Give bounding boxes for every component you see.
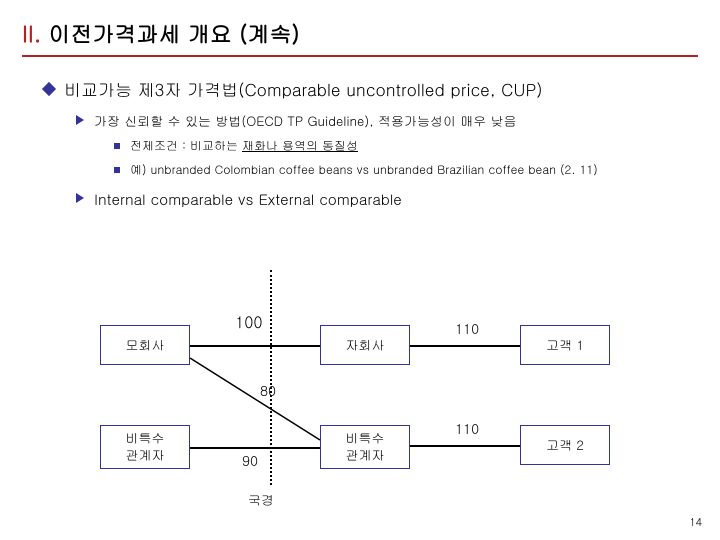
- page-number: 14: [689, 515, 702, 530]
- sub-1a: 전제조건 : 비교하는 재화나 용역의 동질성: [130, 137, 358, 155]
- edge-sub-cust1: [410, 345, 520, 347]
- edge-label-110b: 110: [455, 418, 479, 438]
- edge-parent-sub: [190, 345, 320, 347]
- slide-title: II. 이전가격과세 개요 (계속): [22, 18, 698, 49]
- bullet-1: 비교가능 제3자 가격법(Comparable uncontrolled pri…: [64, 77, 543, 101]
- box-unrelated-2: 비특수 관계자: [320, 425, 410, 469]
- bullet-square-icon: [114, 167, 120, 173]
- bullet-triangle-icon: [76, 115, 84, 125]
- box-customer-1: 고객 1: [520, 325, 610, 365]
- cup-diagram: 모회사 자회사 고객 1 비특수 관계자 비특수 관계자 고객 2 100 11…: [60, 290, 660, 520]
- edge-label-80: 80: [260, 380, 276, 400]
- box-subsidiary: 자회사: [320, 325, 410, 365]
- sub-1b: 예) unbranded Colombian coffee beans vs u…: [130, 161, 598, 179]
- title-rest: 이전가격과세 개요 (계속): [41, 18, 299, 49]
- edge-label-90: 90: [242, 450, 258, 470]
- edge-label-100: 100: [235, 310, 263, 333]
- sub-1: 가장 신뢰할 수 있는 방법(OECD TP Guideline), 적용가능성…: [94, 111, 517, 131]
- title-roman: II.: [22, 18, 41, 49]
- box-parent: 모회사: [100, 325, 190, 365]
- sub-2: Internal comparable vs External comparab…: [94, 189, 402, 212]
- border-dashed-line: [270, 270, 272, 485]
- edge-unrel1-unrel2: [190, 447, 320, 449]
- box-unrelated-1: 비특수 관계자: [100, 425, 190, 469]
- edge-label-110a: 110: [455, 318, 479, 338]
- bullet-square-icon: [114, 143, 120, 149]
- box-customer-2: 고객 2: [520, 425, 610, 465]
- bullet-triangle-icon: [76, 193, 84, 203]
- bullet-diamond-icon: [42, 82, 56, 96]
- edge-unrel2-cust2: [410, 445, 520, 447]
- border-label: 국경: [248, 490, 274, 509]
